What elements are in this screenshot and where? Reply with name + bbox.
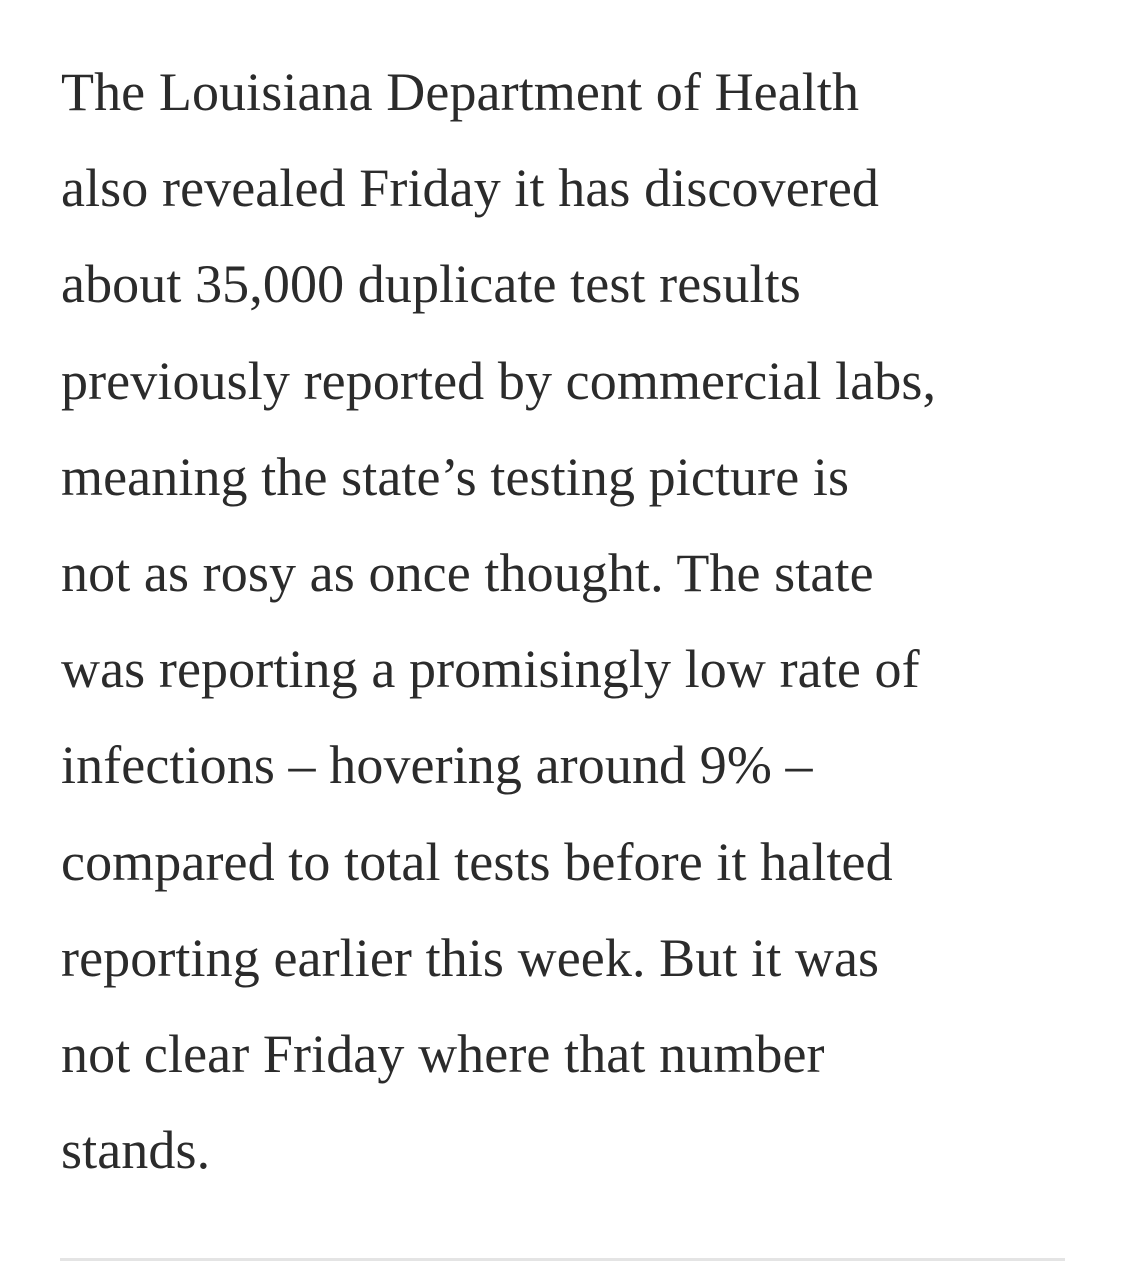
paragraph-line: meaning the state’s testing picture is (61, 446, 850, 507)
article-paragraph: The Louisiana Department of Health also … (61, 44, 1071, 1198)
paragraph-line: infections – hovering around 9% – (61, 735, 813, 796)
paragraph-line: reporting earlier this week. But it was (61, 927, 880, 988)
paragraph-line: also revealed Friday it has discovered (61, 158, 880, 219)
paragraph-line: was reporting a promisingly low rate of (61, 639, 920, 700)
paragraph-line: about 35,000 duplicate test results (61, 254, 801, 315)
paragraph-line: stands. (61, 1120, 211, 1181)
paragraph-line: not as rosy as once thought. The state (61, 543, 874, 604)
paragraph-line: previously reported by commercial labs, (61, 350, 937, 411)
paragraph-line: not clear Friday where that number (61, 1024, 825, 1085)
article-body: The Louisiana Department of Health also … (61, 44, 1071, 1198)
section-divider (60, 1258, 1065, 1261)
paragraph-line: compared to total tests before it halted (61, 831, 893, 892)
paragraph-line: The Louisiana Department of Health (61, 62, 860, 122)
